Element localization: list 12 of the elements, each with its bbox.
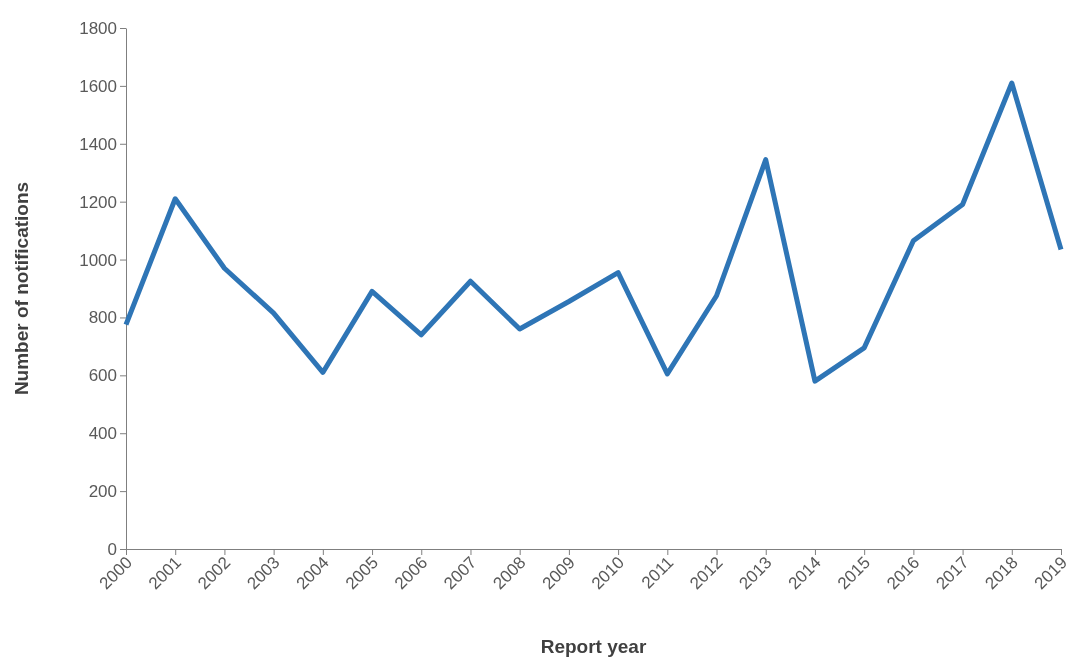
- y-tick-label: 400: [88, 424, 117, 444]
- y-tick-label: 1400: [79, 134, 117, 154]
- y-axis-title: Number of notifications: [11, 181, 32, 396]
- x-axis-title: Report year: [540, 636, 647, 657]
- y-tick-label: 1600: [79, 76, 117, 96]
- y-tick-label: 600: [88, 366, 117, 386]
- y-tick-label: 200: [88, 482, 117, 502]
- y-tick-label: 0: [107, 539, 117, 559]
- y-tick-label: 1800: [79, 18, 117, 38]
- y-tick-label: 1200: [79, 192, 117, 212]
- y-tick-label: 1000: [79, 250, 117, 270]
- y-tick-label: 800: [88, 308, 117, 328]
